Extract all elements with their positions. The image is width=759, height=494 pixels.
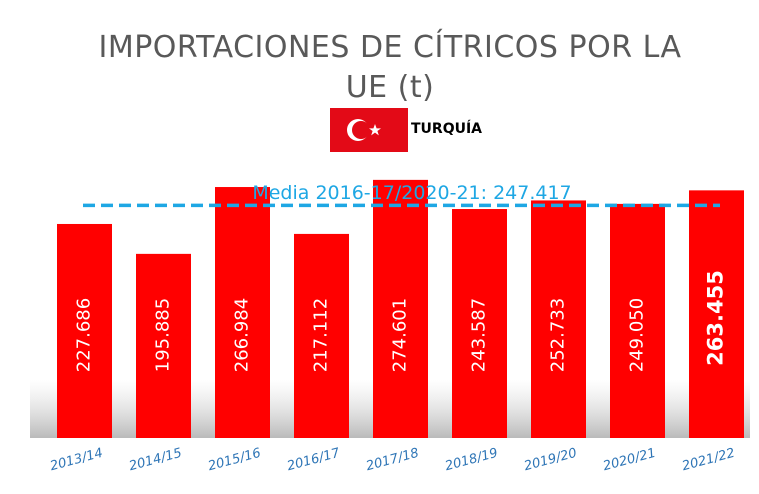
bar — [215, 187, 270, 438]
bar — [136, 253, 191, 438]
mean-label: Media 2016-17/2020-21: 247.417 — [252, 182, 571, 204]
chart-title: IMPORTACIONES DE CÍTRICOS POR LA UE (t) — [98, 30, 682, 105]
bar — [689, 190, 744, 438]
bar — [610, 203, 665, 438]
x-tick-label: 2020/21 — [601, 446, 657, 474]
value-label: 252.733 — [548, 298, 569, 372]
legend-label: TURQUÍA — [411, 120, 482, 137]
bar — [57, 223, 112, 438]
value-label: 249.050 — [627, 298, 648, 372]
x-tick-label: 2017/18 — [364, 446, 420, 474]
flag-star — [369, 124, 381, 136]
value-label: 274.601 — [390, 298, 411, 372]
flag-crescent-cut — [352, 121, 370, 139]
bar — [294, 233, 349, 438]
x-tick-label: 2019/20 — [522, 446, 578, 474]
x-tick-label: 2016/17 — [285, 446, 342, 475]
x-tick-label: 2018/19 — [443, 446, 499, 474]
x-tick-label: 2015/16 — [206, 446, 262, 474]
value-label: 266.984 — [232, 298, 253, 372]
x-tick-label: 2014/15 — [127, 446, 183, 474]
x-tick-label: 2021/22 — [680, 446, 736, 474]
value-label: 227.686 — [74, 298, 95, 372]
bar — [452, 209, 507, 438]
value-label: 195.885 — [153, 298, 174, 372]
bar — [373, 179, 428, 438]
value-label: 263.455 — [704, 270, 728, 366]
bar — [531, 200, 586, 438]
value-label: 217.112 — [311, 298, 332, 372]
value-label: 243.587 — [469, 298, 490, 372]
legend: TURQUÍA — [330, 108, 482, 152]
x-tick-label: 2013/14 — [48, 446, 104, 474]
